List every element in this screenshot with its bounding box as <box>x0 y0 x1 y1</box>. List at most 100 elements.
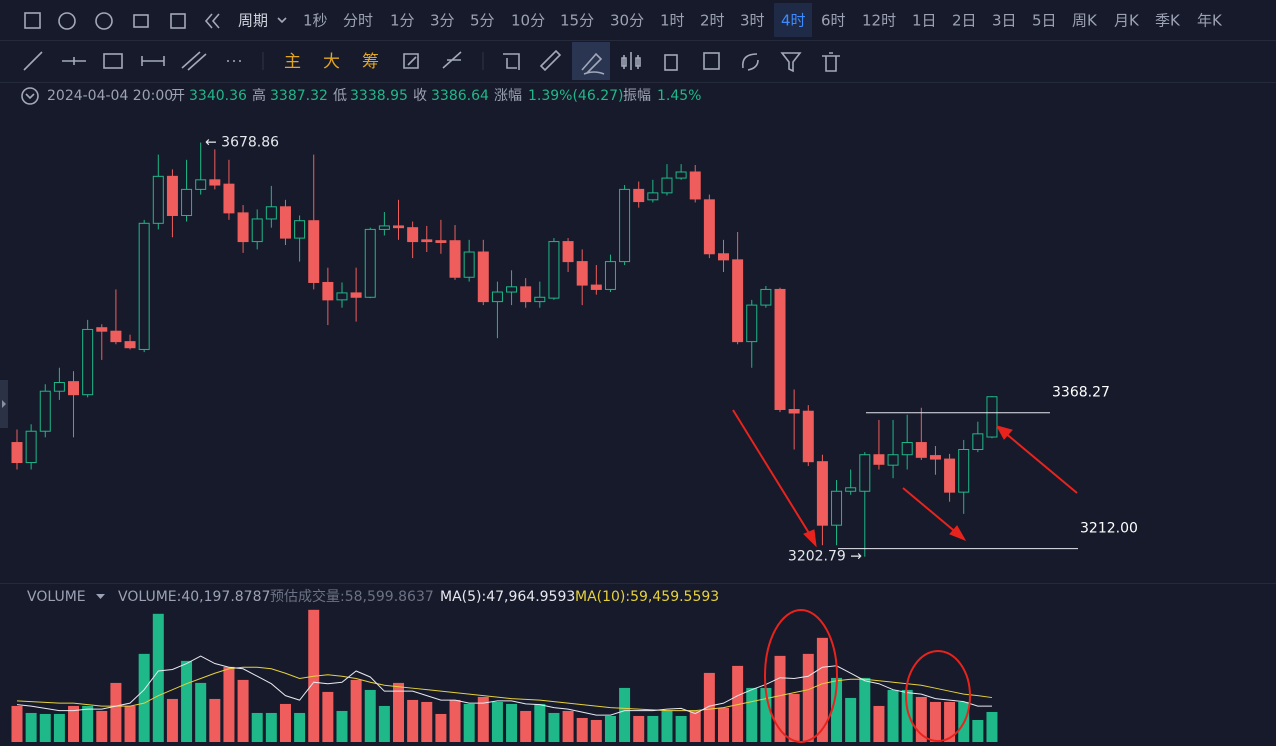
period-tab[interactable]: 15分 <box>560 12 594 30</box>
period-tab[interactable]: 30分 <box>610 12 644 30</box>
volume-bar <box>972 719 984 742</box>
icon[interactable] <box>181 51 207 71</box>
volume-bar <box>929 701 941 742</box>
candle-body <box>265 206 277 220</box>
period-tab[interactable]: 4时 <box>781 12 806 30</box>
volume-bar <box>534 703 546 742</box>
icon[interactable] <box>621 52 641 70</box>
volume-bar <box>82 705 94 742</box>
candle-body <box>887 454 899 466</box>
volume-bar <box>110 682 122 742</box>
circle-mark <box>905 650 971 742</box>
candle-body <box>181 188 193 216</box>
icon[interactable] <box>822 52 840 72</box>
top-icons[interactable] <box>24 12 287 30</box>
period-tab[interactable]: 周期 <box>238 12 268 30</box>
dropdown-arrow[interactable] <box>277 17 287 24</box>
volume-bar <box>435 713 447 742</box>
period-tab[interactable]: 周K <box>1072 12 1098 30</box>
period-tab[interactable]: 2时 <box>700 12 725 30</box>
draw-tools[interactable] <box>23 42 840 80</box>
candle-body <box>138 222 150 350</box>
arrowhead <box>996 425 1013 440</box>
icon[interactable] <box>62 57 86 65</box>
period-tab[interactable]: 年K <box>1197 12 1223 30</box>
icon[interactable] <box>141 56 165 66</box>
candle-body <box>110 330 122 343</box>
period-tab[interactable]: 3日 <box>992 12 1017 30</box>
icon[interactable] <box>23 51 43 71</box>
volume-legend: 预估成交量:58,599.8637 <box>270 588 434 605</box>
icon[interactable] <box>204 13 220 29</box>
candle-body <box>647 192 659 201</box>
period-tab[interactable]: 月K <box>1114 12 1140 30</box>
candle-body <box>25 430 37 464</box>
icon[interactable] <box>703 52 720 70</box>
volume-bar <box>661 710 673 742</box>
period-tab[interactable]: 10分 <box>511 12 545 30</box>
volume-bar <box>53 713 65 742</box>
active-tool-bg <box>572 42 610 80</box>
period-tab[interactable]: 2日 <box>952 12 977 30</box>
candle-body <box>294 220 306 239</box>
period-tab[interactable]: 12时 <box>862 12 896 30</box>
info-label: 低 <box>333 88 347 104</box>
period-tab[interactable]: 1秒 <box>303 12 328 30</box>
icon[interactable] <box>741 53 759 71</box>
candle-body <box>590 284 602 290</box>
icon[interactable] <box>539 49 562 72</box>
volume-bar <box>633 715 645 742</box>
period-tab[interactable]: 1分 <box>390 12 415 30</box>
candle-body <box>491 291 503 303</box>
icon[interactable] <box>581 52 605 75</box>
period-tab[interactable]: 3时 <box>740 12 765 30</box>
indicator-tool[interactable]: 大 <box>323 52 340 72</box>
icon[interactable] <box>503 53 520 70</box>
arrow <box>732 409 813 539</box>
icon[interactable] <box>58 12 76 30</box>
volume-bar <box>449 699 461 742</box>
period-tab[interactable]: 分时 <box>343 12 373 30</box>
volume-bar <box>421 701 433 742</box>
volume-bar <box>576 717 588 742</box>
indicator-tool[interactable]: 主 <box>284 52 301 72</box>
icon[interactable] <box>133 14 149 28</box>
period-tab[interactable]: 3分 <box>430 12 455 30</box>
icon[interactable] <box>24 12 41 29</box>
collapse-icon[interactable] <box>25 93 35 100</box>
icon[interactable] <box>95 12 113 30</box>
icon[interactable] <box>780 52 802 73</box>
period-tab[interactable]: 1日 <box>912 12 937 30</box>
volume-ma10 <box>16 666 993 712</box>
dropdown-arrow[interactable] <box>96 594 105 599</box>
icon[interactable] <box>403 53 419 69</box>
candle-body <box>859 454 871 492</box>
volume-bar <box>124 705 136 742</box>
volume-bar <box>350 679 362 742</box>
info-value: 1.39%(46.27) <box>528 88 623 104</box>
candle-body <box>619 188 631 263</box>
volume-bar <box>491 701 503 742</box>
icon[interactable] <box>103 53 123 69</box>
period-tab[interactable]: 季K <box>1155 12 1181 30</box>
icon[interactable] <box>664 54 678 71</box>
period-tab[interactable]: 5分 <box>470 12 495 30</box>
arrowhead <box>803 529 817 548</box>
circle-mark <box>764 609 838 743</box>
icon[interactable] <box>170 13 186 29</box>
candle-body <box>463 251 475 278</box>
collapse-icon[interactable] <box>21 87 39 105</box>
candle-body <box>986 396 998 438</box>
indicator-tool[interactable]: 筹 <box>362 52 379 72</box>
candle-body <box>958 449 970 493</box>
arrowhead <box>949 525 967 541</box>
volume-bar <box>901 689 913 742</box>
icon[interactable] <box>442 51 462 69</box>
period-tab[interactable]: 5日 <box>1032 12 1057 30</box>
side-tab-arrow[interactable] <box>2 400 6 408</box>
period-tab[interactable]: 6时 <box>821 12 846 30</box>
period-tab[interactable]: 1时 <box>660 12 685 30</box>
volume-bar <box>39 713 51 742</box>
candle-body <box>703 199 715 255</box>
